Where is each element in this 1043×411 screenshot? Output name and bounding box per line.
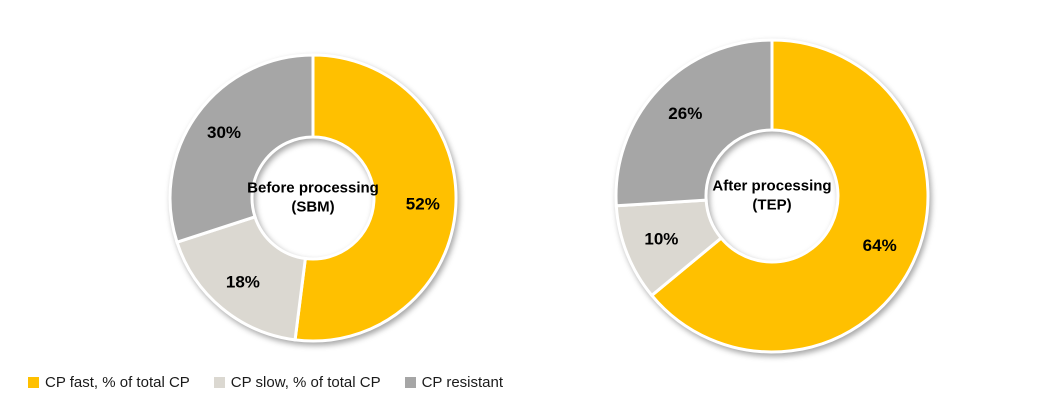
slice-data-label: 18% xyxy=(226,272,260,291)
donut-slices xyxy=(168,53,458,343)
pie-slice-2 xyxy=(168,53,315,245)
legend-label-cp-resistant: CP resistant xyxy=(421,374,504,391)
slice-data-label: 26% xyxy=(668,104,702,123)
chart-legend: CP fast, % of total CP CP slow, % of tot… xyxy=(28,374,503,391)
slice-data-label: 52% xyxy=(406,194,440,213)
chart-center-title-line2: (TEP) xyxy=(752,196,792,213)
slice-data-label: 30% xyxy=(207,123,241,142)
chart-center-title-before: Before processing (SBM) xyxy=(228,179,398,217)
chart-center-title-line2: (SBM) xyxy=(291,198,335,215)
chart-center-title-line1: Before processing xyxy=(247,179,379,197)
donut-chart-after-svg: 64% 10% 26% xyxy=(614,38,930,354)
legend-item-cp-resistant: CP resistant xyxy=(404,374,504,391)
donut-slices xyxy=(614,38,930,354)
donut-chart-before-svg: 52% 18% 30% xyxy=(168,53,458,343)
legend-swatch-cp-resistant xyxy=(404,377,416,388)
legend-label-cp-fast: CP fast, % of total CP xyxy=(45,374,190,391)
legend-swatch-cp-slow xyxy=(213,377,225,388)
pie-slice-0 xyxy=(649,38,930,354)
donut-chart-after-processing: 64% 10% 26% After processing (TEP) xyxy=(607,31,937,361)
pie-slice-2 xyxy=(614,38,774,208)
donut-chart-before-processing: 52% 18% 30% Before processing (SBM) xyxy=(163,48,463,348)
slice-data-label: 64% xyxy=(863,236,897,255)
legend-item-cp-slow: CP slow, % of total CP xyxy=(213,374,381,391)
slice-data-label: 10% xyxy=(644,229,678,248)
chart-center-title-line1: After processing xyxy=(712,177,832,195)
legend-swatch-cp-fast xyxy=(28,377,39,388)
pie-slice-0 xyxy=(293,53,458,343)
legend-item-cp-fast: CP fast, % of total CP xyxy=(28,374,190,391)
legend-label-cp-slow: CP slow, % of total CP xyxy=(230,374,381,391)
chart-center-title-after: After processing (TEP) xyxy=(687,177,857,215)
pie-slice-1 xyxy=(175,214,308,342)
